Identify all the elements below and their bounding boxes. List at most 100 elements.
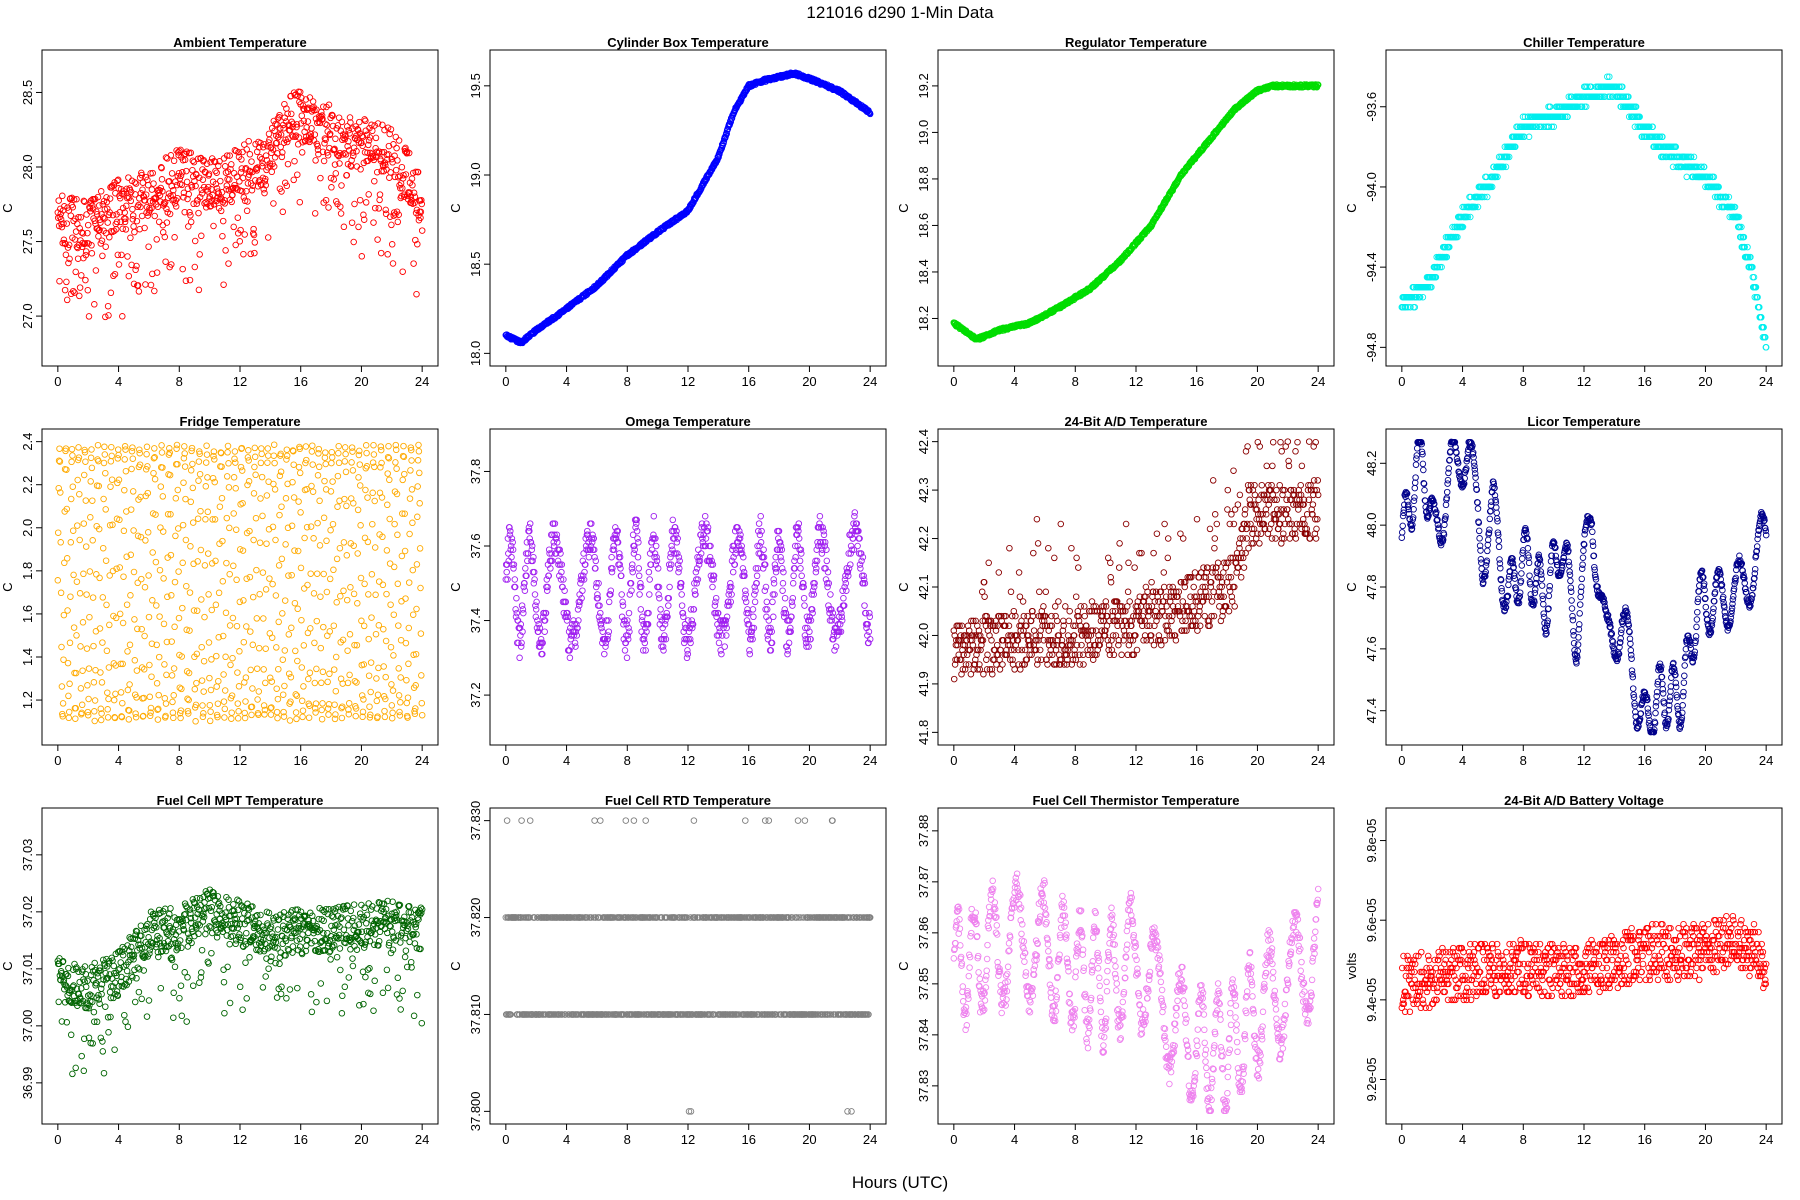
data-point xyxy=(595,613,603,621)
data-point xyxy=(108,476,116,483)
data-point xyxy=(61,203,68,210)
data-point xyxy=(416,469,423,477)
data-point xyxy=(60,220,67,227)
data-point xyxy=(350,590,358,598)
data-point xyxy=(228,709,235,716)
data-point xyxy=(251,239,259,246)
data-point xyxy=(212,167,219,175)
data-point xyxy=(581,568,588,576)
data-point xyxy=(197,546,205,554)
data-point xyxy=(62,251,70,259)
data-point xyxy=(85,695,92,703)
data-point xyxy=(395,622,402,629)
data-point xyxy=(243,146,250,153)
data-point xyxy=(174,486,182,494)
data-point xyxy=(226,176,233,183)
data-point xyxy=(126,641,134,649)
chart-title: Regulator Temperature xyxy=(1065,35,1207,50)
data-point xyxy=(177,172,185,179)
data-point xyxy=(250,490,258,497)
data-point xyxy=(152,558,160,566)
data-point xyxy=(128,465,135,473)
data-point xyxy=(298,149,306,156)
data-point xyxy=(157,524,164,531)
data-point xyxy=(413,561,421,568)
data-point xyxy=(337,592,344,600)
data-point xyxy=(224,442,232,450)
data-point xyxy=(115,261,123,268)
data-point xyxy=(227,165,234,173)
data-point xyxy=(416,545,424,552)
data-point xyxy=(222,653,229,661)
data-point xyxy=(351,677,359,685)
data-point xyxy=(332,135,339,143)
data-point xyxy=(186,209,193,216)
data-point xyxy=(373,697,381,705)
data-point xyxy=(341,495,348,503)
data-point xyxy=(128,261,135,269)
data-point xyxy=(256,590,263,598)
y-axis-label: C xyxy=(1344,203,1359,212)
data-point xyxy=(116,194,124,202)
data-point xyxy=(313,665,320,673)
data-point xyxy=(175,614,183,622)
data-point xyxy=(182,495,189,503)
data-point xyxy=(148,204,155,212)
data-point xyxy=(375,664,382,672)
data-point xyxy=(328,184,335,191)
data-point xyxy=(67,212,75,219)
data-point xyxy=(113,218,121,226)
data-point xyxy=(204,508,212,516)
data-point xyxy=(276,511,283,519)
data-point xyxy=(228,715,235,722)
data-point xyxy=(159,221,167,229)
data-point xyxy=(342,450,349,458)
data-point xyxy=(58,643,65,651)
data-point xyxy=(308,482,315,490)
scatter-points xyxy=(502,509,874,662)
data-point xyxy=(275,131,282,138)
data-point xyxy=(274,115,282,122)
data-point xyxy=(354,600,361,607)
data-point xyxy=(396,712,404,719)
data-point xyxy=(304,581,311,589)
data-point xyxy=(259,569,267,576)
data-point xyxy=(309,461,316,468)
data-point xyxy=(607,587,615,594)
data-point xyxy=(355,223,362,231)
x-tick-label: 20 xyxy=(354,374,368,389)
data-point xyxy=(114,177,121,185)
data-point xyxy=(223,152,231,159)
x-tick-label: 8 xyxy=(1072,374,1079,389)
data-point xyxy=(247,250,254,258)
data-point xyxy=(72,268,79,276)
data-point xyxy=(187,149,195,157)
data-point xyxy=(392,459,399,466)
data-point xyxy=(320,157,328,165)
data-point xyxy=(125,174,132,181)
data-point xyxy=(332,653,340,661)
data-point xyxy=(336,544,344,552)
data-point xyxy=(579,587,586,594)
data-point xyxy=(418,699,426,707)
data-point xyxy=(267,144,275,152)
data-point xyxy=(309,442,316,449)
data-point xyxy=(216,503,224,510)
data-point xyxy=(362,486,369,494)
data-point xyxy=(127,234,134,242)
data-point xyxy=(114,251,122,259)
data-point xyxy=(251,249,258,257)
data-point xyxy=(311,210,319,217)
data-point xyxy=(342,468,350,476)
data-point xyxy=(369,520,376,528)
data-point xyxy=(385,442,392,450)
data-point xyxy=(186,589,194,596)
data-point xyxy=(215,162,222,170)
y-tick-label: 18.0 xyxy=(468,341,483,366)
data-point xyxy=(184,695,191,703)
data-point xyxy=(119,619,127,627)
data-point xyxy=(60,236,68,244)
data-point xyxy=(136,225,143,233)
data-point xyxy=(195,286,203,294)
data-point xyxy=(341,458,349,465)
